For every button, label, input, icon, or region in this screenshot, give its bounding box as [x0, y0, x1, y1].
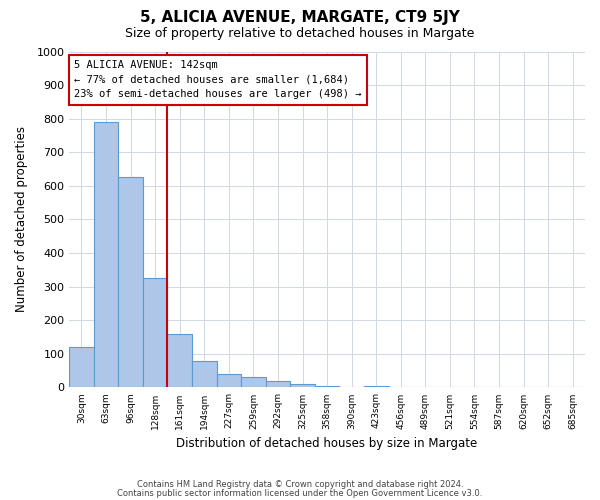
Text: Contains public sector information licensed under the Open Government Licence v3: Contains public sector information licen… — [118, 488, 482, 498]
Bar — [118, 178, 143, 388]
Bar — [290, 384, 315, 388]
Bar — [241, 378, 266, 388]
Bar — [94, 122, 118, 388]
Bar — [167, 334, 192, 388]
Bar — [315, 386, 340, 388]
Text: 5, ALICIA AVENUE, MARGATE, CT9 5JY: 5, ALICIA AVENUE, MARGATE, CT9 5JY — [140, 10, 460, 25]
Bar — [217, 374, 241, 388]
Bar — [192, 360, 217, 388]
X-axis label: Distribution of detached houses by size in Margate: Distribution of detached houses by size … — [176, 437, 478, 450]
Text: Size of property relative to detached houses in Margate: Size of property relative to detached ho… — [125, 28, 475, 40]
Text: Contains HM Land Registry data © Crown copyright and database right 2024.: Contains HM Land Registry data © Crown c… — [137, 480, 463, 489]
Bar — [266, 382, 290, 388]
Bar — [69, 347, 94, 388]
Bar — [143, 278, 167, 388]
Y-axis label: Number of detached properties: Number of detached properties — [15, 126, 28, 312]
Bar — [364, 386, 389, 388]
Text: 5 ALICIA AVENUE: 142sqm
← 77% of detached houses are smaller (1,684)
23% of semi: 5 ALICIA AVENUE: 142sqm ← 77% of detache… — [74, 60, 362, 100]
